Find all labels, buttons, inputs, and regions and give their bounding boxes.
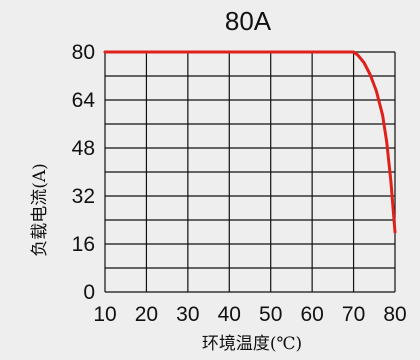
x-tick-label: 40: [218, 303, 241, 326]
x-axis-label: 环境温度(℃): [202, 334, 302, 354]
x-tick-label: 70: [342, 303, 365, 326]
series-layer: [103, 50, 397, 234]
x-tick-label: 30: [176, 303, 199, 326]
derating-curve: [103, 50, 397, 234]
chart-title: 80A: [225, 6, 272, 36]
grid: [104, 51, 396, 293]
y-tick-label: 16: [72, 233, 95, 256]
y-tick-label: 32: [72, 185, 95, 208]
x-tick-label: 60: [300, 303, 323, 326]
x-tick-label: 10: [93, 303, 116, 326]
y-tick-label: 64: [72, 89, 96, 112]
x-tick-label: 20: [135, 303, 158, 326]
y-tick-label: 48: [72, 137, 95, 160]
y-tick-label: 0: [83, 281, 95, 304]
x-tick-label: 50: [259, 303, 282, 326]
x-tick-label: 80: [383, 303, 406, 326]
y-tick-label: 80: [72, 41, 95, 64]
y-tick-labels: 0 16 32 48 64 80: [72, 41, 96, 304]
x-tick-labels: 10 20 30 40 50 60 70 80: [93, 303, 406, 326]
y-axis-label: 负载电流(A): [30, 163, 50, 257]
